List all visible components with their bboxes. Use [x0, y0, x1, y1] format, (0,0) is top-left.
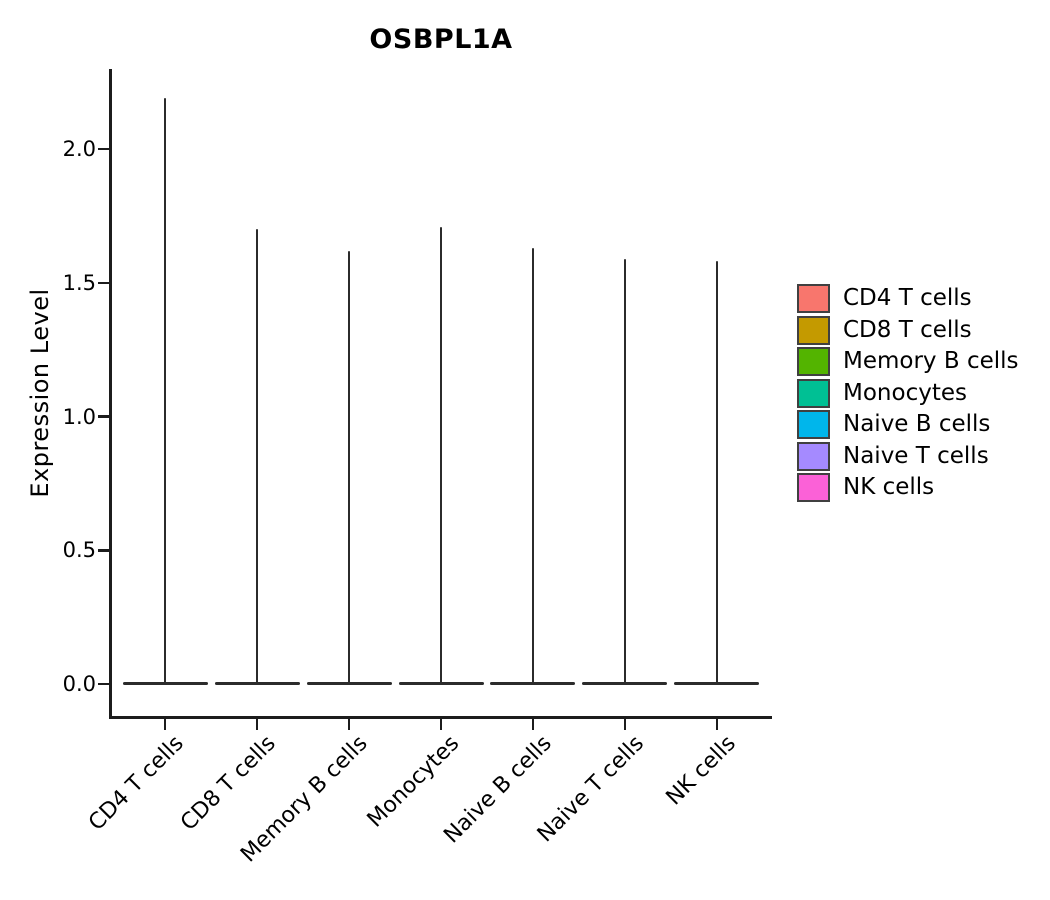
- violin-spike: [255, 229, 259, 684]
- violin-base: [398, 681, 484, 685]
- legend-label: NK cells: [843, 474, 935, 500]
- violin-spike: [623, 258, 627, 684]
- violin-spike: [163, 98, 167, 684]
- y-axis-line: [109, 69, 112, 718]
- violin-base: [490, 681, 576, 685]
- y-tick: [98, 415, 110, 418]
- violin-spike: [715, 261, 719, 684]
- violin-spike: [531, 247, 535, 684]
- violin-base: [214, 681, 300, 685]
- legend-item: CD8 T cells: [797, 315, 1019, 345]
- legend-item: Memory B cells: [797, 347, 1019, 376]
- legend-item: Naive T cells: [797, 441, 1019, 471]
- y-tick-label: 2.0: [62, 137, 96, 161]
- x-tick: [163, 718, 167, 730]
- legend-label: CD8 T cells: [843, 316, 972, 343]
- legend-swatch: [797, 347, 830, 376]
- legend-item: NK cells: [797, 473, 1019, 502]
- legend-swatch: [797, 284, 830, 313]
- legend: CD4 T cells CD8 T cells Memory B cells Mono…: [797, 284, 1019, 502]
- y-tick-label: 0.5: [62, 538, 96, 563]
- legend-swatch: [797, 410, 830, 439]
- legend-swatch: [797, 473, 830, 502]
- y-tick-label: 1.5: [62, 270, 96, 295]
- y-tick: [98, 281, 110, 284]
- legend-label: CD4 T cells: [843, 285, 972, 311]
- x-tick: [439, 718, 443, 730]
- legend-item: Naive B cells: [797, 410, 1019, 439]
- y-tick-label: 0.0: [62, 672, 96, 696]
- x-axis-line: [109, 716, 772, 719]
- legend-label: Naive T cells: [843, 442, 989, 469]
- violin-base: [122, 681, 208, 685]
- y-tick-label: 1.0: [62, 404, 96, 429]
- y-axis-title: Expression Level: [26, 288, 54, 498]
- legend-swatch: [797, 315, 830, 345]
- y-tick: [98, 682, 110, 686]
- violin-base: [582, 681, 668, 685]
- chart-title: OSBPL1A: [369, 24, 513, 55]
- legend-label: Memory B cells: [843, 348, 1019, 374]
- legend-swatch: [797, 441, 830, 471]
- legend-label: Monocytes: [843, 379, 967, 406]
- violin-base: [306, 681, 392, 685]
- legend-item: Monocytes: [797, 378, 1019, 408]
- violin-base: [674, 681, 760, 685]
- y-tick: [98, 549, 110, 552]
- x-tick: [531, 718, 535, 730]
- legend-item: CD4 T cells: [797, 284, 1019, 313]
- x-tick: [255, 718, 259, 730]
- x-tick: [623, 718, 627, 730]
- x-tick-label: CD4 T cells: [84, 731, 189, 836]
- legend-label: Naive B cells: [843, 411, 991, 437]
- y-tick: [98, 147, 110, 151]
- violin-spike: [347, 250, 351, 684]
- violin-spike: [439, 226, 443, 684]
- x-tick: [715, 718, 719, 730]
- x-tick-label: NK cells: [661, 731, 741, 811]
- x-tick: [347, 718, 351, 730]
- x-tick-label: Monocytes: [363, 731, 465, 833]
- legend-swatch: [797, 378, 830, 408]
